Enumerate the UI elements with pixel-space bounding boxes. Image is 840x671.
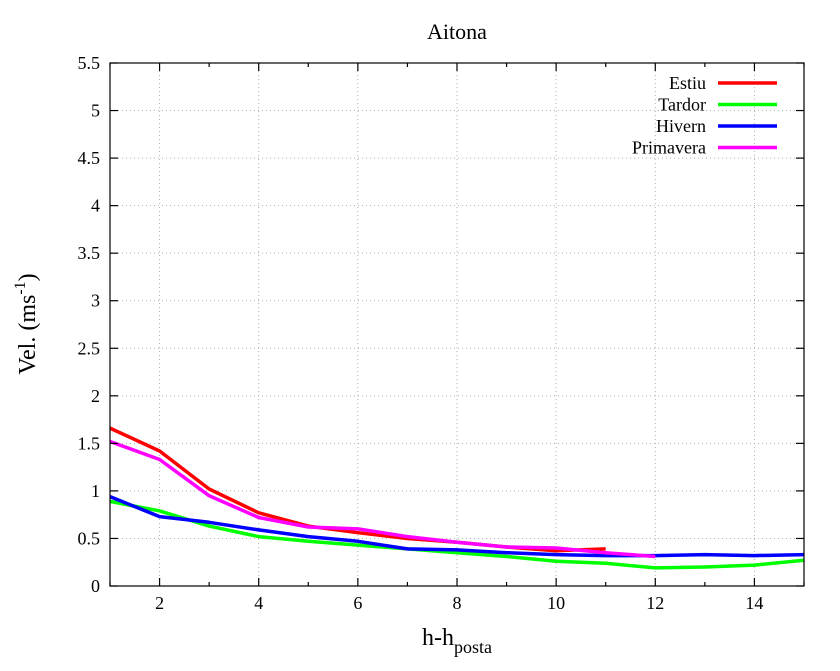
y-tick-label: 2 xyxy=(91,386,100,406)
legend-label-tardor: Tardor xyxy=(658,95,706,115)
series-line-estiu xyxy=(109,426,606,553)
y-tick-label: 1 xyxy=(91,481,100,501)
y-axis-label: Vel. (ms-1) xyxy=(12,273,41,374)
series-lines xyxy=(109,426,805,570)
y-axis-label-superscript: -1 xyxy=(12,281,29,294)
chart-title: Aitona xyxy=(427,19,487,44)
y-tick-label: 5 xyxy=(91,101,100,121)
x-tick-label: 14 xyxy=(745,593,763,613)
x-axis-label-subscript: posta xyxy=(454,637,492,657)
x-tick-label: 4 xyxy=(254,593,263,613)
y-tick-label: 3.5 xyxy=(78,243,101,263)
x-tick-label: 8 xyxy=(453,593,462,613)
y-tick-label: 5.5 xyxy=(78,53,101,73)
y-tick-label: 1.5 xyxy=(78,433,101,453)
y-tick-label: 3 xyxy=(91,291,100,311)
y-tick-label: 0.5 xyxy=(78,528,101,548)
y-axis-label-main: Vel. (ms xyxy=(15,295,41,375)
x-tick-label: 2 xyxy=(155,593,164,613)
x-axis-label-main: h-h xyxy=(422,625,454,651)
x-tick-label: 12 xyxy=(646,593,664,613)
axis-ticks: 2 4 6 8 10 12 14 0 0.5 1 1.5 2 2.5 3 3.5 4 4.5 5 5.5 xyxy=(78,53,805,613)
y-tick-label: 2.5 xyxy=(78,338,101,358)
legend-label-estiu: Estiu xyxy=(669,73,706,93)
y-axis-label-end: ) xyxy=(15,273,41,281)
legend-label-hivern: Hivern xyxy=(656,116,706,136)
legend-label-primavera: Primavera xyxy=(632,138,706,158)
y-tick-label: 0 xyxy=(91,576,100,596)
y-tick-label: 4 xyxy=(91,196,100,216)
series-line-primavera xyxy=(109,439,656,559)
y-tick-label: 4.5 xyxy=(78,148,101,168)
x-axis-label: h-hposta xyxy=(422,625,492,657)
series-line-hivern xyxy=(109,494,805,558)
series-line-tardor xyxy=(109,499,805,570)
x-tick-label: 10 xyxy=(547,593,565,613)
x-tick-label: 6 xyxy=(353,593,362,613)
